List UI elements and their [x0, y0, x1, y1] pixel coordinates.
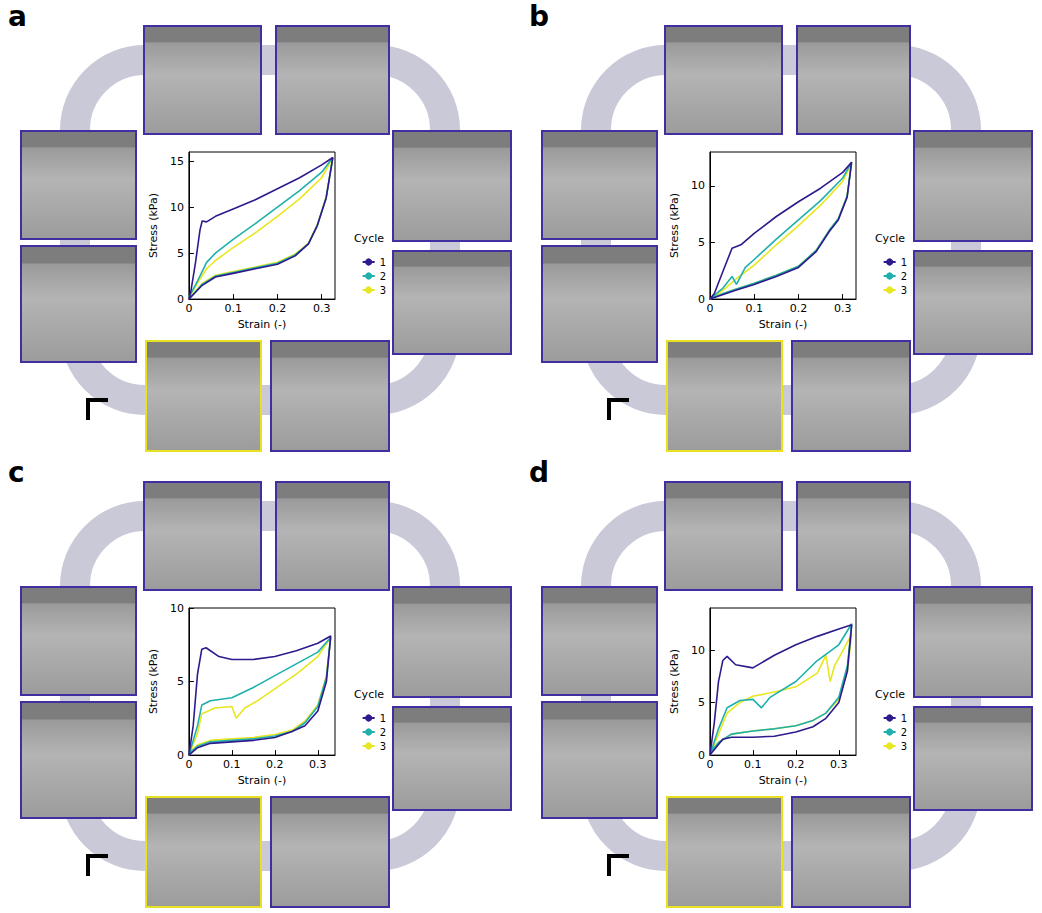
svg-text:0.1: 0.1 [745, 302, 763, 315]
svg-text:3: 3 [901, 741, 907, 752]
svg-text:0.3: 0.3 [834, 302, 852, 315]
svg-text:2: 2 [901, 271, 907, 282]
svg-text:0.3: 0.3 [830, 758, 848, 771]
svg-text:Strain (-): Strain (-) [759, 318, 808, 331]
svg-text:0: 0 [177, 293, 184, 306]
svg-text:Strain (-): Strain (-) [238, 318, 287, 331]
svg-text:10: 10 [170, 602, 184, 615]
svg-text:5: 5 [177, 675, 184, 688]
svg-text:Cycle: Cycle [875, 232, 905, 245]
svg-text:Cycle: Cycle [354, 688, 384, 701]
svg-text:Stress (kPa): Stress (kPa) [668, 649, 681, 714]
svg-text:0.3: 0.3 [313, 302, 331, 315]
svg-text:0: 0 [177, 749, 184, 762]
svg-text:Stress (kPa): Stress (kPa) [668, 193, 681, 258]
svg-text:5: 5 [698, 696, 705, 709]
svg-text:3: 3 [380, 285, 386, 296]
svg-text:5: 5 [698, 236, 705, 249]
svg-text:0.3: 0.3 [309, 758, 327, 771]
svg-text:0: 0 [706, 758, 713, 771]
svg-text:Cycle: Cycle [875, 688, 905, 701]
svg-text:Cycle: Cycle [354, 232, 384, 245]
svg-text:Strain (-): Strain (-) [759, 774, 808, 787]
svg-text:3: 3 [380, 741, 386, 752]
svg-text:1: 1 [380, 257, 386, 268]
svg-text:3: 3 [901, 285, 907, 296]
svg-text:Strain (-): Strain (-) [238, 774, 287, 787]
svg-text:2: 2 [380, 271, 386, 282]
svg-text:0.2: 0.2 [266, 758, 284, 771]
svg-text:2: 2 [901, 727, 907, 738]
svg-text:0.1: 0.1 [224, 302, 242, 315]
svg-text:Stress (kPa): Stress (kPa) [147, 193, 160, 258]
svg-text:0: 0 [706, 302, 713, 315]
svg-text:5: 5 [177, 247, 184, 260]
svg-text:15: 15 [170, 155, 184, 168]
svg-text:0: 0 [185, 758, 192, 771]
svg-text:0: 0 [698, 749, 705, 762]
svg-text:10: 10 [691, 179, 705, 192]
svg-text:Stress (kPa): Stress (kPa) [147, 649, 160, 714]
svg-text:0.2: 0.2 [787, 758, 805, 771]
svg-text:0.1: 0.1 [744, 758, 762, 771]
svg-text:10: 10 [691, 644, 705, 657]
svg-text:0.1: 0.1 [223, 758, 241, 771]
svg-text:1: 1 [380, 713, 386, 724]
html-text:a: a [8, 0, 27, 33]
svg-text:2: 2 [380, 727, 386, 738]
svg-text:0.2: 0.2 [790, 302, 808, 315]
svg-text:1: 1 [901, 257, 907, 268]
svg-text:0.2: 0.2 [269, 302, 287, 315]
html-text:d: d [529, 456, 549, 489]
svg-text:1: 1 [901, 713, 907, 724]
svg-text:10: 10 [170, 201, 184, 214]
html-text:b: b [529, 0, 549, 33]
svg-text:0: 0 [185, 302, 192, 315]
svg-text:0: 0 [698, 293, 705, 306]
html-text:c: c [8, 456, 25, 489]
